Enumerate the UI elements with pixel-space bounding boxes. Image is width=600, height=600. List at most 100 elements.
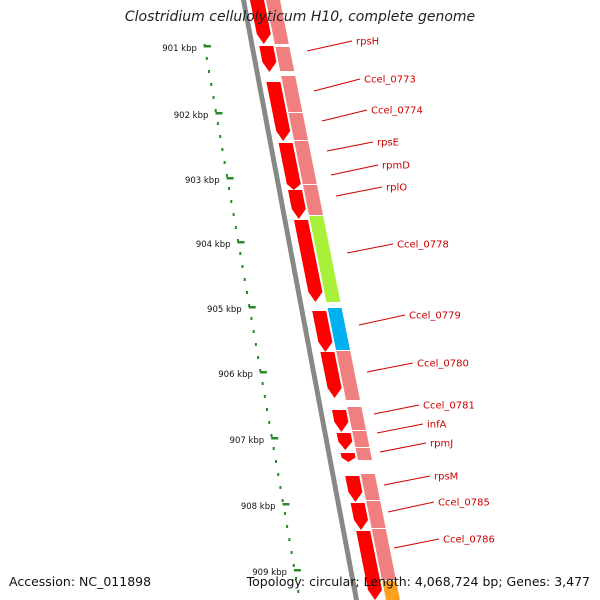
ruler-dot [234, 226, 237, 229]
ruler-dot [246, 291, 248, 294]
gene-block [360, 474, 380, 500]
ruler-tick [203, 45, 211, 48]
gene-leader-line [383, 475, 431, 486]
ruler-tick-label: 904 kbp [196, 240, 231, 250]
ruler: 901 kbp 902 kbp 903 kbp 904 kbp 905 kbp 906 k… [162, 44, 301, 593]
ruler-dot [210, 83, 213, 86]
gene-block [275, 47, 295, 71]
gene-label: Ccel_0778 [397, 240, 449, 251]
cds-arrow [350, 503, 368, 530]
ruler-dot [219, 135, 222, 138]
ruler-dot [286, 525, 289, 528]
ruler-tick [282, 503, 290, 506]
gene-label: rpmD [382, 161, 410, 172]
gene-leader-line [379, 442, 427, 453]
gene-label: Ccel_0780 [417, 359, 469, 370]
ruler-tick-label: 907 kbp [230, 436, 265, 446]
gene-leader-line [330, 164, 379, 176]
gene-block [366, 501, 386, 528]
gene-leader-line [376, 423, 424, 434]
ruler-tick-label: 908 kbp [241, 502, 276, 512]
ruler-dot [281, 499, 284, 502]
gene-label: rpmJ [430, 439, 453, 450]
gene-block [266, 0, 289, 44]
gene-leader-line [366, 362, 414, 373]
ruler-dot [292, 564, 295, 567]
ruler-dot [225, 174, 228, 177]
ruler-tick-label: 903 kbp [185, 176, 220, 186]
ruler-tick-label: 905 kbp [207, 305, 242, 315]
ruler-dot [221, 148, 224, 151]
ruler-tick-label: 906 kbp [218, 370, 253, 380]
gene-leader-line [326, 141, 374, 152]
ruler-dot [268, 421, 271, 424]
ruler-tick [271, 437, 279, 440]
gene-leader-line [313, 78, 361, 92]
gene-block [371, 529, 396, 580]
ruler-tick [259, 371, 267, 374]
gene-label: Ccel_0773 [364, 75, 416, 86]
gene-label: Ccel_0786 [443, 535, 495, 546]
gene-leader-line [393, 538, 440, 549]
gene-leader-line [387, 501, 435, 513]
ruler-dot [208, 70, 210, 73]
cds-arrow [278, 143, 300, 187]
gene-block [294, 141, 317, 184]
ruler-dot [283, 512, 286, 515]
ruler-dot [288, 538, 291, 541]
ruler-dot [270, 434, 273, 437]
cds-arrow [288, 190, 306, 219]
cds-arrow [250, 0, 271, 44]
gene-block [327, 308, 350, 350]
cds-arrow [356, 531, 382, 600]
accession-text: Accession: NC_011898 [9, 574, 152, 589]
ruler-dot [228, 187, 231, 190]
gene-label: Ccel_0785 [438, 498, 490, 509]
ruler-tick-label: 901 kbp [162, 44, 197, 54]
cds-arrow [259, 46, 277, 72]
gene-block [309, 216, 341, 302]
gene-leader-line [321, 109, 368, 122]
cds-arrow [320, 352, 342, 398]
gene-block [281, 76, 303, 112]
gene-leader-line [373, 404, 420, 415]
gene-leader-line [346, 243, 394, 254]
ruler-dot [216, 122, 219, 125]
ruler-dot [272, 447, 275, 450]
gene-leader-line [306, 40, 353, 52]
ruler-tick-label: 902 kbp [174, 111, 209, 121]
genome-title: Clostridium cellulolyticum H10, complete… [124, 9, 476, 25]
ruler-dot [250, 317, 253, 320]
ruler-dot [205, 57, 208, 60]
gene-block [288, 113, 308, 140]
ruler-dot [259, 369, 262, 372]
ruler-dot [263, 395, 266, 398]
ruler-dot [297, 590, 300, 593]
ruler-dot [257, 356, 260, 359]
ruler-dot [295, 577, 298, 580]
ruler-tick [248, 306, 256, 309]
ruler-dot [243, 278, 246, 281]
cds-arrow [332, 410, 349, 432]
gene-block [303, 185, 323, 215]
ruler-dot [279, 486, 282, 489]
ruler-dot [254, 343, 257, 346]
cds-arrow [285, 178, 301, 190]
gene-label: rplO [386, 183, 407, 194]
ruler-dot [275, 460, 277, 463]
cds-arrow [345, 476, 363, 502]
ruler-dot [239, 252, 242, 255]
gene-label: Ccel_0774 [371, 106, 423, 117]
cds-arrow [266, 82, 291, 141]
ruler-dot [252, 330, 255, 333]
feature-track [241, 0, 400, 600]
gene-leader-line [335, 186, 383, 197]
gene-block [352, 431, 370, 447]
gene-label: rpsE [377, 138, 399, 149]
ruler-dot [248, 304, 251, 307]
cds-arrow [312, 311, 333, 352]
ruler-dot [223, 161, 226, 164]
topology-text: Topology: circular; Length: 4,068,724 bp… [246, 574, 590, 589]
